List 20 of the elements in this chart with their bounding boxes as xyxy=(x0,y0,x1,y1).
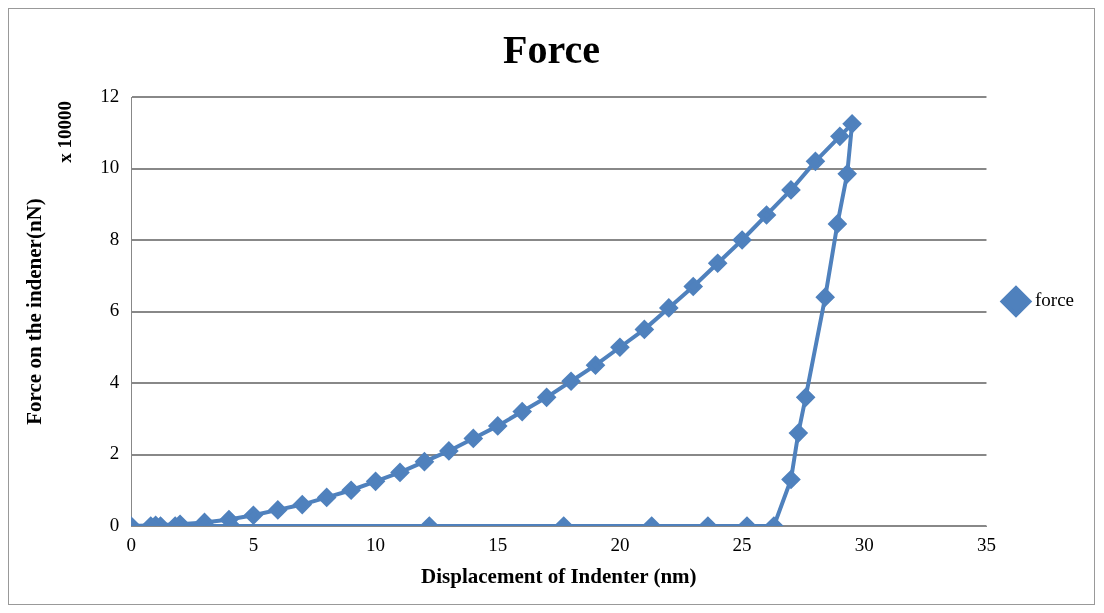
x-tick-label: 10 xyxy=(366,534,386,556)
y-tick-label: 0 xyxy=(109,513,120,535)
y-tick-label: 12 xyxy=(100,84,120,106)
x-tick-label: 25 xyxy=(732,534,752,556)
x-tick-label: 35 xyxy=(976,534,996,556)
x-axis-title: Displacement of Indenter (nm) xyxy=(421,563,697,588)
y-tick-label: 6 xyxy=(109,299,120,321)
x-tick-label: 15 xyxy=(488,534,508,556)
text: x 10000 xyxy=(54,101,76,163)
y-tick-label: 10 xyxy=(100,156,120,178)
x-tick-label: 5 xyxy=(248,534,259,556)
y-tick-label: 2 xyxy=(109,442,120,464)
x-tick-label: 30 xyxy=(854,534,874,556)
y-axis-title: Force on the indener(nN) xyxy=(22,198,47,425)
x-tick-label: 0 xyxy=(126,534,136,556)
x-tick-label: 20 xyxy=(610,534,630,556)
chart-title: Force xyxy=(503,27,600,73)
legend-label: force xyxy=(1034,289,1075,311)
y-tick-label: 8 xyxy=(109,227,120,249)
y-tick-label: 4 xyxy=(109,370,120,392)
